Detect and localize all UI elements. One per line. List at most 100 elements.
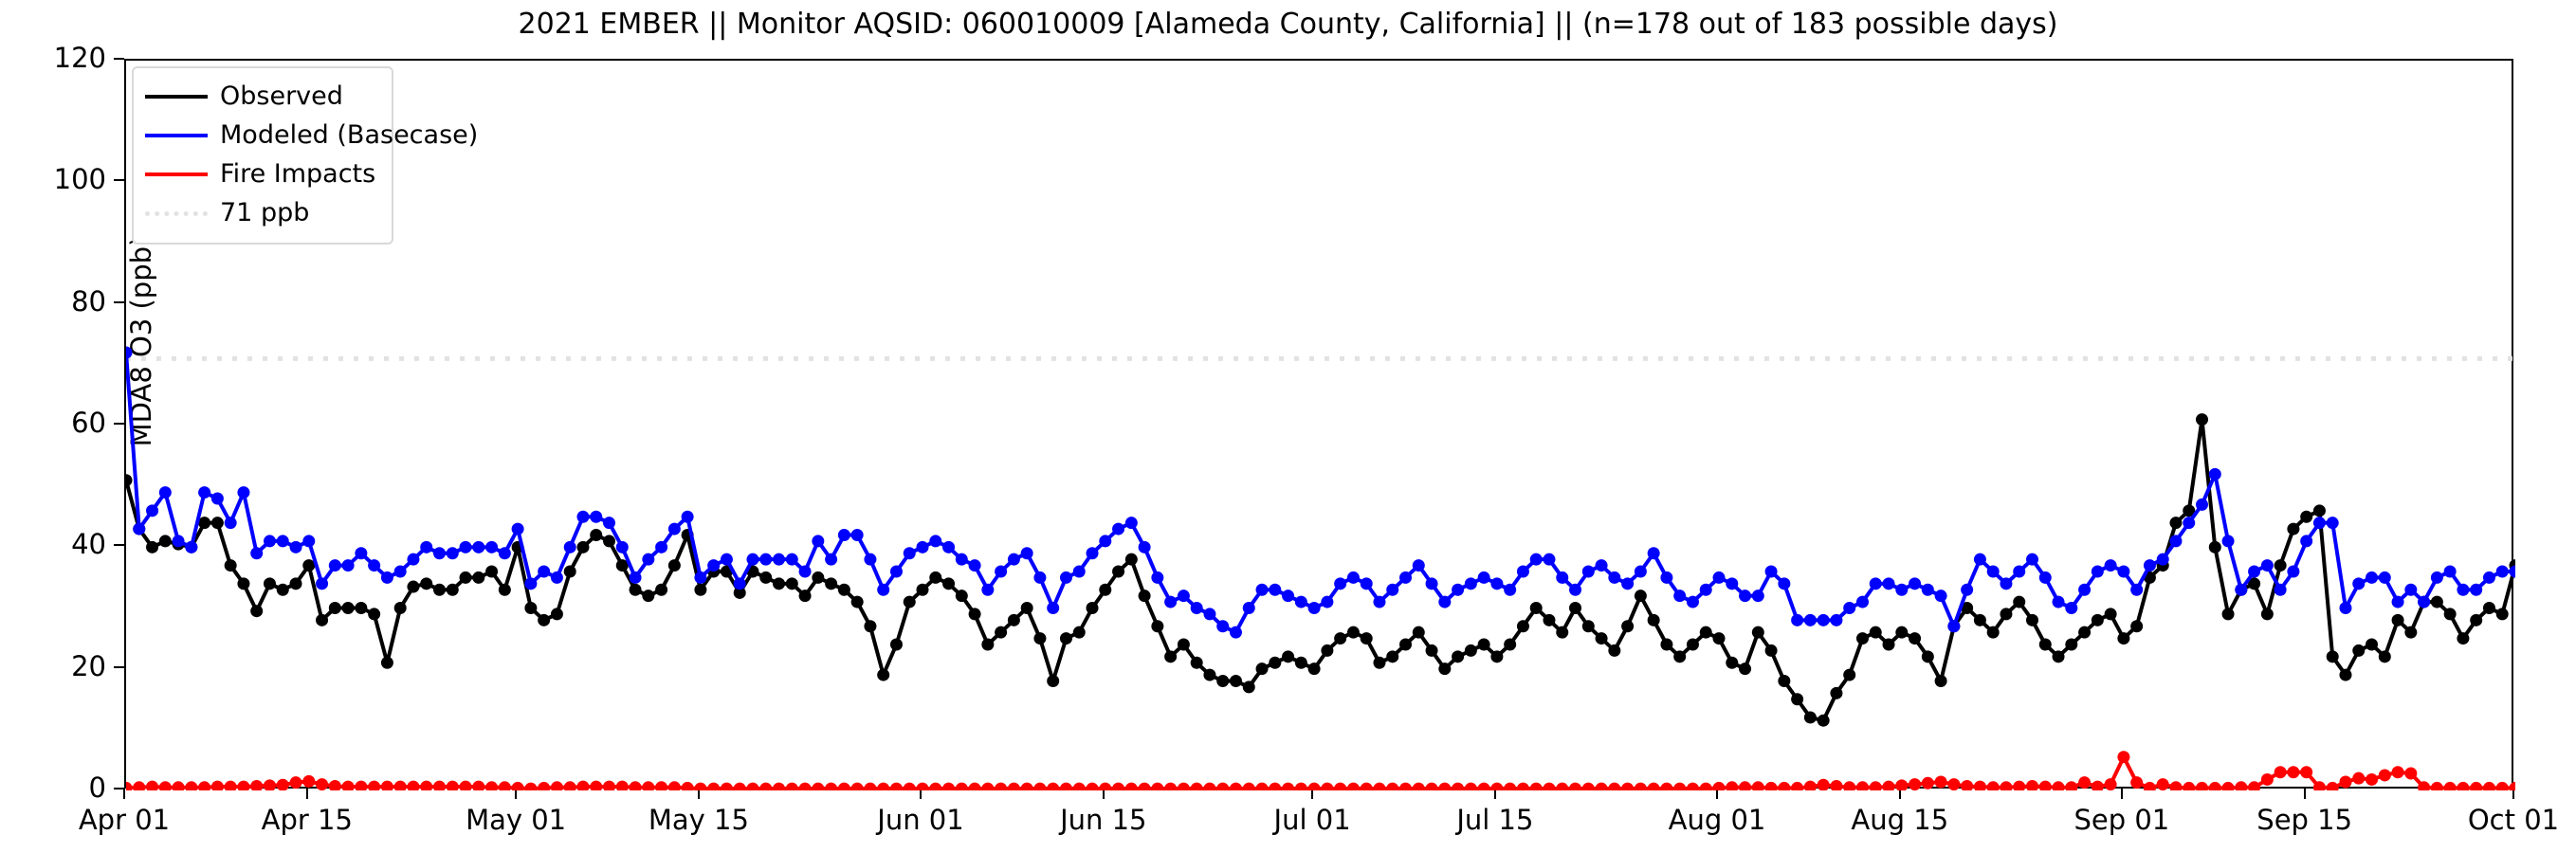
data-point <box>590 529 603 541</box>
y-tick-label: 20 <box>71 649 106 682</box>
x-tick-label: Jun 15 <box>1060 804 1147 836</box>
data-point <box>746 782 759 790</box>
data-point <box>942 577 956 590</box>
x-tick-mark <box>2303 789 2306 799</box>
y-tick-mark <box>114 300 124 303</box>
data-point <box>1595 782 1608 790</box>
data-point <box>2443 565 2457 578</box>
y-tick-label: 120 <box>53 42 106 74</box>
data-point <box>1869 577 1882 590</box>
y-tick-mark <box>114 665 124 668</box>
data-point <box>185 540 198 554</box>
data-point <box>1452 650 1465 663</box>
data-point <box>302 559 316 572</box>
data-point <box>1203 668 1216 681</box>
data-point <box>773 782 786 790</box>
data-point <box>133 781 146 790</box>
data-point <box>1216 620 1230 633</box>
data-point <box>1686 595 1699 608</box>
data-point <box>1269 656 1282 669</box>
data-point <box>2274 583 2287 596</box>
data-point <box>629 781 642 790</box>
legend-item[interactable]: Observed <box>145 77 380 116</box>
data-point <box>1360 782 1373 790</box>
data-point <box>1047 782 1060 790</box>
data-point <box>773 577 786 590</box>
data-point <box>1307 602 1321 614</box>
data-point <box>942 782 956 790</box>
data-point <box>1921 776 1934 789</box>
data-point <box>355 602 368 614</box>
data-point <box>1346 571 1360 584</box>
data-point <box>1373 782 1386 790</box>
data-point <box>550 781 563 790</box>
data-point <box>1647 547 1660 560</box>
data-point <box>798 565 812 578</box>
data-point <box>1673 590 1687 603</box>
data-point <box>2495 608 2509 621</box>
data-point <box>2183 517 2196 530</box>
data-point <box>1634 782 1647 790</box>
data-point <box>2482 602 2495 614</box>
data-point <box>2038 638 2052 651</box>
data-point <box>2117 565 2130 578</box>
data-point <box>2208 781 2221 790</box>
x-tick-mark <box>2120 789 2123 799</box>
data-point <box>1778 675 1791 687</box>
data-point <box>1556 782 1569 790</box>
data-point <box>1269 782 1282 790</box>
data-point <box>1294 782 1307 790</box>
data-point <box>2352 644 2366 657</box>
data-point <box>1778 781 1791 790</box>
data-point <box>877 668 890 681</box>
data-point <box>2000 608 2013 621</box>
data-point <box>210 780 224 790</box>
data-point <box>929 571 942 584</box>
data-point <box>1986 781 2000 790</box>
data-point <box>720 782 733 790</box>
data-point <box>2260 772 2274 786</box>
data-point <box>629 583 642 596</box>
data-point <box>1516 565 1529 578</box>
x-tick-mark <box>1102 789 1105 799</box>
data-point <box>2091 565 2104 578</box>
data-point <box>1307 782 1321 790</box>
legend-line <box>145 94 208 99</box>
data-point <box>1529 553 1543 566</box>
data-point <box>498 781 511 790</box>
data-point <box>1751 590 1764 603</box>
data-point <box>2418 781 2431 790</box>
data-point <box>642 590 655 603</box>
data-point <box>981 638 995 651</box>
data-point <box>2130 776 2144 789</box>
data-point <box>1452 583 1465 596</box>
data-point <box>485 540 499 554</box>
data-point <box>1909 778 1922 790</box>
data-point <box>146 540 159 554</box>
data-point <box>1986 565 2000 578</box>
data-point <box>864 782 877 790</box>
x-tick-mark <box>1493 789 1496 799</box>
data-point <box>1425 577 1438 590</box>
data-point <box>1229 626 1242 639</box>
data-point <box>667 559 681 572</box>
data-point <box>1124 517 1138 530</box>
legend-item[interactable]: 71 ppb <box>145 193 380 232</box>
data-point <box>1895 779 1909 790</box>
data-point <box>1895 583 1909 596</box>
data-point <box>1177 590 1190 603</box>
x-tick-label: Oct 01 <box>2467 804 2560 836</box>
x-tick-label: Aug 15 <box>1851 804 1949 836</box>
data-point <box>1764 565 1778 578</box>
legend-label: Modeled (Basecase) <box>220 120 479 150</box>
data-point <box>812 782 825 790</box>
data-point <box>603 517 616 530</box>
data-point <box>524 782 538 790</box>
data-point <box>1059 632 1072 645</box>
legend-item[interactable]: Fire Impacts <box>145 154 380 193</box>
legend-item[interactable]: Modeled (Basecase) <box>145 116 478 154</box>
data-point <box>694 583 707 596</box>
data-point <box>2156 553 2169 566</box>
data-point <box>720 553 733 566</box>
x-tick-label: Apr 01 <box>78 804 171 836</box>
